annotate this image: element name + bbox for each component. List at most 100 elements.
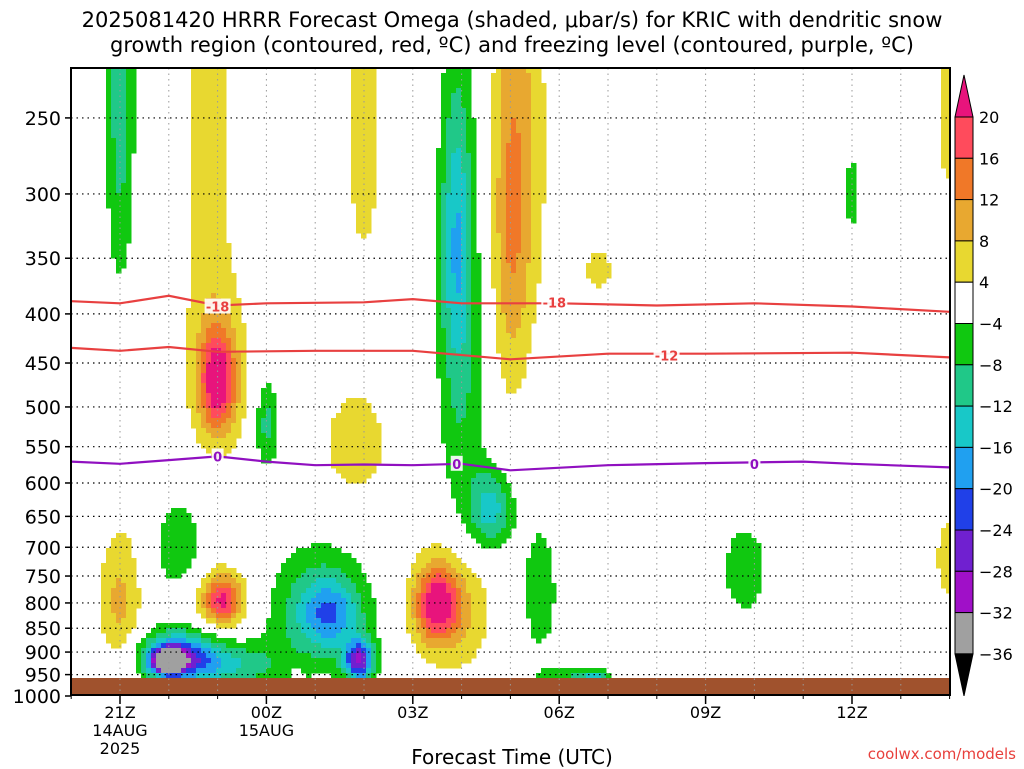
omega-cell: [226, 643, 232, 649]
omega-cell: [221, 668, 227, 674]
omega-cell: [146, 633, 152, 639]
omega-cell: [421, 578, 427, 584]
omega-cell: [206, 228, 212, 234]
omega-cell: [746, 533, 752, 539]
omega-cell: [456, 83, 462, 89]
omega-cell: [451, 178, 457, 184]
omega-cell: [536, 203, 542, 209]
omega-cell: [341, 658, 347, 664]
omega-cell: [361, 173, 367, 179]
omega-cell: [411, 623, 417, 629]
omega-cell: [496, 293, 502, 299]
omega-cell: [196, 238, 202, 244]
omega-cell: [116, 223, 122, 229]
omega-cell: [201, 168, 207, 174]
omega-cell: [341, 403, 347, 409]
omega-cell: [521, 318, 527, 324]
omega-cell: [461, 648, 467, 654]
omega-cell: [211, 98, 217, 104]
omega-cell: [601, 673, 607, 679]
omega-cell: [286, 598, 292, 604]
omega-cell: [211, 638, 217, 644]
omega-cell: [461, 133, 467, 139]
omega-cell: [451, 443, 457, 449]
omega-cell: [311, 603, 317, 609]
x-tick-label: 00Z: [251, 703, 282, 722]
omega-cell: [276, 623, 282, 629]
omega-cell: [501, 158, 507, 164]
omega-cell: [446, 158, 452, 164]
omega-cell: [271, 598, 277, 604]
omega-cell: [466, 248, 472, 254]
omega-cell: [201, 108, 207, 114]
omega-cell: [506, 93, 512, 99]
omega-cell: [216, 248, 222, 254]
omega-cell: [241, 603, 247, 609]
omega-cell: [506, 103, 512, 109]
omega-cell: [466, 303, 472, 309]
omega-cell: [216, 123, 222, 129]
omega-cell: [451, 283, 457, 289]
omega-cell: [481, 518, 487, 524]
omega-cell: [491, 233, 497, 239]
omega-cell: [196, 318, 202, 324]
omega-cell: [146, 673, 152, 679]
omega-cell: [106, 138, 112, 144]
omega-cell: [371, 88, 377, 94]
omega-cell: [166, 538, 172, 544]
omega-cell: [191, 108, 197, 114]
omega-cell: [526, 263, 532, 269]
omega-cell: [216, 428, 222, 434]
omega-cell: [601, 263, 607, 269]
omega-cell: [441, 548, 447, 554]
omega-cell: [211, 228, 217, 234]
omega-cell: [746, 578, 752, 584]
omega-cell: [531, 168, 537, 174]
y-tick-label: 900: [25, 642, 61, 664]
omega-cell: [466, 238, 472, 244]
omega-cell: [466, 68, 472, 74]
omega-cell: [216, 218, 222, 224]
omega-cell: [456, 253, 462, 259]
omega-cell: [371, 423, 377, 429]
omega-cell: [346, 593, 352, 599]
omega-cell: [356, 583, 362, 589]
omega-cell: [351, 123, 357, 129]
omega-cell: [541, 583, 547, 589]
omega-cell: [206, 438, 212, 444]
omega-cell: [211, 673, 217, 679]
omega-cell: [221, 423, 227, 429]
omega-cell: [461, 238, 467, 244]
omega-cell: [466, 88, 472, 94]
omega-cell: [296, 593, 302, 599]
omega-cell: [226, 368, 232, 374]
omega-cell: [191, 353, 197, 359]
omega-cell: [171, 518, 177, 524]
omega-cell: [351, 478, 357, 484]
omega-cell: [461, 413, 467, 419]
omega-cell: [441, 213, 447, 219]
omega-cell: [371, 98, 377, 104]
contour-line: [71, 455, 950, 472]
omega-cell: [471, 193, 477, 199]
omega-cell: [511, 168, 517, 174]
omega-cell: [166, 573, 172, 579]
omega-cell: [356, 663, 362, 669]
omega-cell: [216, 278, 222, 284]
omega-cell: [436, 193, 442, 199]
omega-cell: [461, 373, 467, 379]
omega-cell: [356, 168, 362, 174]
omega-cell: [166, 563, 172, 569]
omega-cell: [201, 173, 207, 179]
omega-cell: [341, 653, 347, 659]
omega-cell: [101, 623, 107, 629]
omega-cell: [501, 193, 507, 199]
omega-cell: [746, 593, 752, 599]
omega-cell: [231, 613, 237, 619]
omega-cell: [271, 428, 277, 434]
omega-cell: [216, 253, 222, 259]
omega-cell: [271, 663, 277, 669]
omega-cell: [946, 553, 950, 559]
omega-cell: [161, 673, 167, 679]
omega-cell: [416, 628, 422, 634]
